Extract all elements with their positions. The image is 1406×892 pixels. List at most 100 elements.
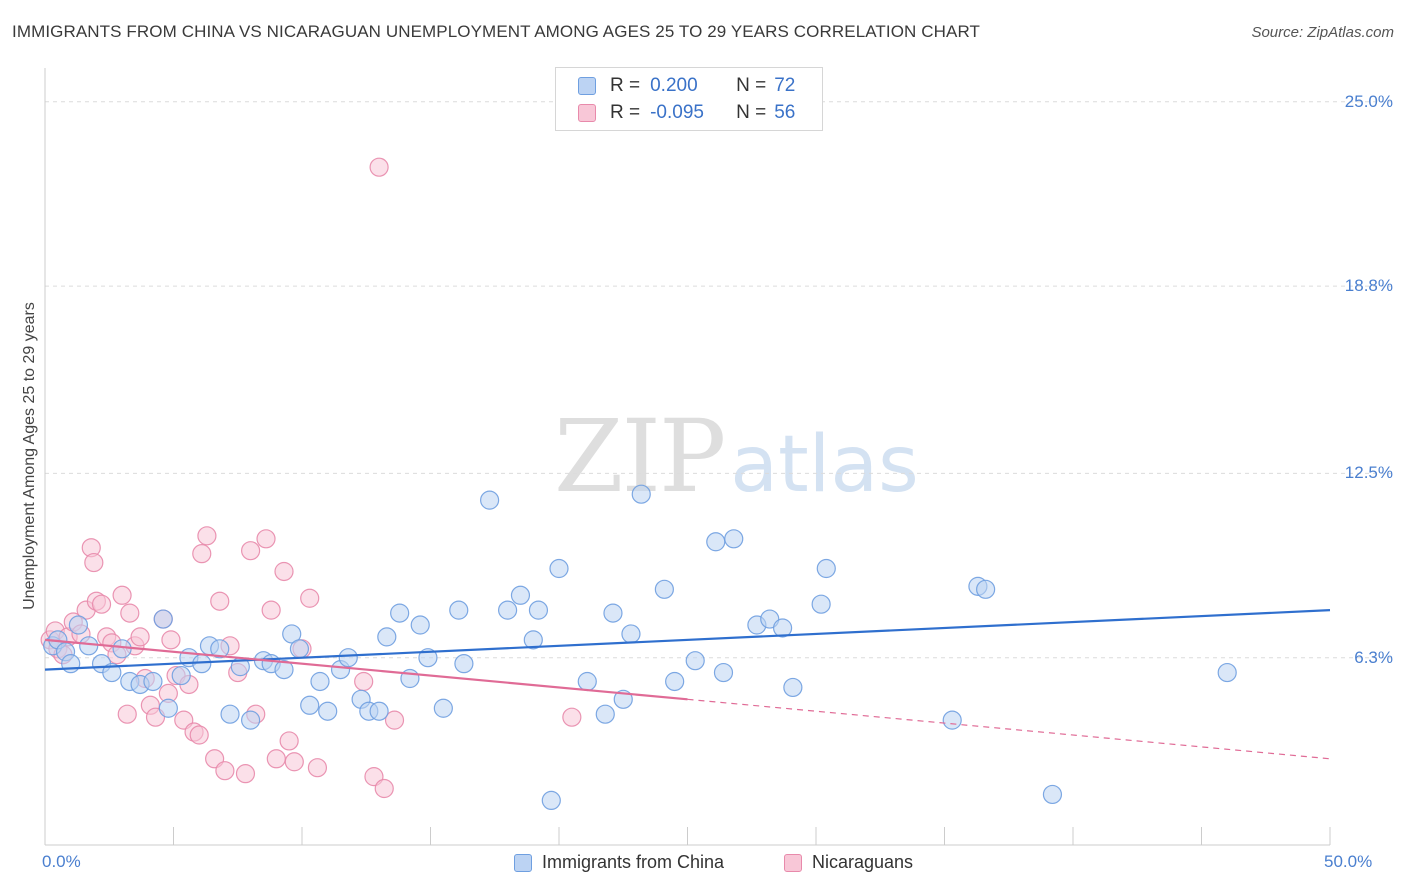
china-point: [310, 671, 330, 692]
axes: [44, 68, 1331, 846]
china-point: [410, 615, 430, 635]
china-point: [449, 600, 469, 620]
china-point: [274, 660, 294, 680]
china-point: [79, 636, 99, 656]
x-tick-max: 50.0%: [1324, 852, 1373, 871]
watermark-atlas: atlas: [730, 420, 919, 510]
china-point: [102, 662, 122, 683]
series-legend-nicaraguans: Nicaraguans: [784, 852, 913, 873]
nicaraguans-point: [354, 671, 374, 692]
nicaraguans-point: [91, 594, 112, 614]
nicaraguans-point: [84, 552, 104, 573]
legend-r-label: R =: [610, 75, 641, 96]
china-point: [811, 594, 831, 614]
legend-n-value: 72: [774, 75, 796, 96]
nicaraguans-point: [215, 761, 235, 781]
china-point: [158, 698, 178, 718]
legend-r-label: R =: [610, 102, 641, 123]
legend-swatch-china: [578, 77, 596, 95]
legend-n-label: N =: [736, 102, 767, 123]
source-credit: Source: ZipAtlas.com: [1251, 24, 1394, 41]
nicaraguans-point: [117, 704, 137, 724]
china-point: [210, 639, 230, 659]
nicaraguans-point: [161, 630, 181, 650]
nicaraguans-point: [307, 758, 328, 778]
china-point: [369, 701, 389, 721]
china-point: [528, 600, 549, 620]
china-point: [772, 618, 793, 638]
nicaraguans-point: [256, 529, 276, 549]
china-point: [1217, 662, 1237, 683]
china-point: [577, 671, 597, 692]
y-tick-label: 25.0%: [1344, 91, 1393, 111]
series-legend-label: Nicaraguans: [812, 852, 914, 872]
y-axis-label: Unemployment Among Ages 25 to 29 years: [21, 302, 38, 610]
china-point: [433, 698, 453, 718]
nicaraguans-point: [192, 544, 212, 564]
china-point: [390, 603, 410, 623]
chart-title: IMMIGRANTS FROM CHINA VS NICARAGUAN UNEM…: [12, 22, 980, 41]
china-point: [549, 558, 569, 579]
china-point: [300, 695, 320, 715]
series-legend-label: Immigrants from China: [542, 852, 725, 872]
china-point: [713, 662, 734, 683]
series-swatch-nicaraguans: [784, 853, 802, 872]
nicaraguans-point: [261, 600, 281, 620]
nicaraguans-point: [112, 585, 132, 605]
china-point: [706, 532, 726, 552]
nicaraguans-point: [241, 541, 261, 561]
china-point: [976, 579, 996, 599]
series-legend-china: Immigrants from China: [514, 852, 724, 873]
nicaraguans-point: [197, 526, 217, 546]
china-point: [783, 677, 803, 698]
china-point: [603, 603, 623, 623]
trend-lines: [44, 609, 1331, 760]
china-point: [631, 484, 651, 504]
china-point: [143, 671, 163, 692]
china-point: [171, 665, 191, 686]
china-point: [241, 710, 261, 730]
china-point: [685, 651, 705, 671]
nicaraguans-point: [210, 591, 230, 611]
nicaraguans-point: [274, 561, 294, 582]
china-point: [454, 654, 474, 674]
series-swatch-china: [514, 853, 532, 872]
china-point: [61, 654, 81, 674]
legend-row-nicaraguans: R = -0.095 N = 56: [578, 101, 795, 125]
china-point: [654, 579, 674, 599]
china-point: [220, 704, 240, 724]
nicaraguans-point: [374, 778, 394, 799]
x-tick-min: 0.0%: [42, 852, 81, 871]
y-tick-label: 6.3%: [1354, 647, 1393, 667]
nicaraguans-point: [189, 725, 209, 745]
nicaraguans-point: [369, 157, 389, 177]
china-point: [510, 585, 531, 605]
china-point: [724, 529, 744, 549]
china-point: [665, 671, 685, 692]
china-point: [1042, 784, 1063, 805]
legend-n-label: N =: [736, 75, 767, 96]
china-point: [480, 490, 500, 510]
china-point: [942, 710, 962, 730]
nicaraguans-point: [266, 749, 286, 769]
nicaraguans-point: [235, 764, 256, 784]
china-point: [68, 615, 89, 635]
series-legend: Immigrants from China Nicaraguans: [0, 852, 1406, 876]
china-point: [541, 790, 561, 811]
china-point: [816, 558, 836, 579]
china-point: [498, 600, 518, 620]
y-tick-label: 18.8%: [1344, 276, 1393, 296]
y-tick-label: 12.5%: [1344, 463, 1393, 483]
china-point: [318, 701, 338, 721]
china-point: [523, 630, 543, 650]
china-point: [153, 609, 173, 629]
nicaraguans-point: [130, 627, 150, 647]
china-point: [282, 624, 302, 644]
nicaraguans-point: [300, 588, 320, 608]
china-point: [112, 639, 132, 659]
legend-r-value: -0.095: [650, 102, 704, 123]
nicaraguans-point: [120, 603, 140, 623]
china-point: [418, 648, 438, 668]
china-point: [338, 648, 358, 668]
